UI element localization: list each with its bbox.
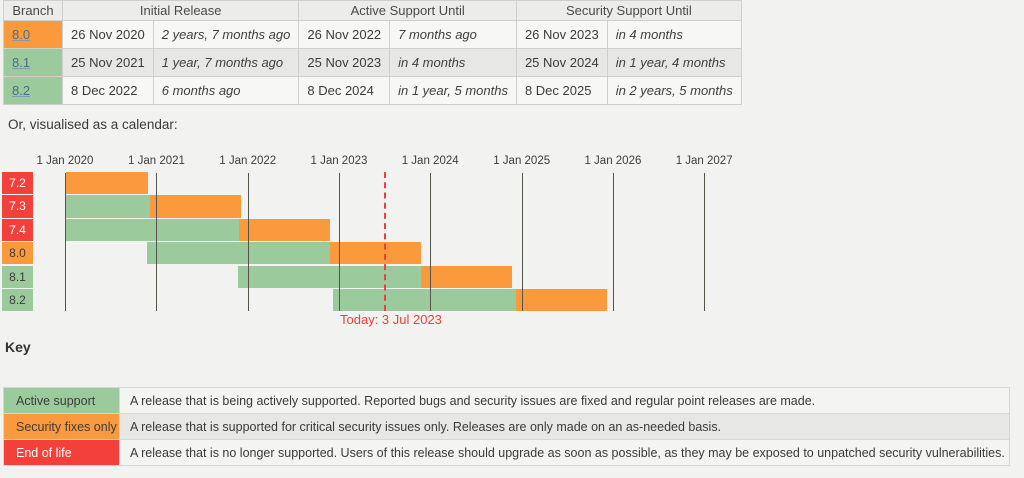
- key-row: Security fixes only A release that is su…: [3, 413, 1010, 440]
- calendar-note: Or, visualised as a calendar:: [8, 117, 178, 132]
- support-table-row: 8.1 25 Nov 2021 1 year, 7 months ago 25 …: [3, 48, 742, 77]
- year-gridline: [247, 173, 249, 311]
- axis-year-label: 1 Jan 2024: [401, 155, 459, 167]
- axis-year-label: 1 Jan 2027: [675, 155, 733, 167]
- key-label-end-of-life: End of life: [3, 439, 120, 466]
- column-header-active-support: Active Support Until: [298, 0, 517, 21]
- year-gridline: [704, 173, 706, 311]
- active-support-date: 25 Nov 2023: [298, 48, 391, 77]
- chart-row-label: 7.4: [2, 218, 33, 241]
- support-bar-security: [65, 172, 149, 195]
- key-description: A release that is being actively support…: [119, 387, 1010, 414]
- year-gridline: [430, 173, 432, 311]
- branch-cell: 8.0: [3, 20, 63, 49]
- column-header-branch: Branch: [3, 0, 63, 21]
- security-support-relative: in 4 months: [606, 20, 742, 49]
- active-support-relative: 7 months ago: [389, 20, 517, 49]
- chart-row-label: 7.3: [2, 195, 33, 218]
- support-bar-active: [332, 289, 516, 312]
- branch-link[interactable]: 8.0: [12, 27, 31, 42]
- branch-link[interactable]: 8.2: [12, 83, 31, 98]
- column-header-security-support: Security Support Until: [515, 0, 742, 21]
- chart-row-label: 8.1: [2, 265, 33, 288]
- axis-year-label: 1 Jan 2025: [493, 155, 551, 167]
- active-support-relative: in 4 months: [389, 48, 517, 77]
- column-header-initial-release: Initial Release: [61, 0, 300, 21]
- axis-year-label: 1 Jan 2020: [36, 155, 94, 167]
- support-bar-active: [65, 195, 150, 218]
- support-bar-security: [239, 218, 331, 241]
- year-gridline: [338, 173, 340, 311]
- initial-release-date: 26 Nov 2020: [62, 20, 154, 49]
- initial-release-date: 25 Nov 2021: [62, 48, 154, 77]
- active-support-date: 26 Nov 2022: [298, 20, 391, 49]
- chart-row-label: 8.0: [2, 242, 33, 265]
- key-heading: Key: [5, 339, 31, 355]
- year-gridline: [65, 173, 66, 311]
- support-bar-active: [238, 265, 421, 288]
- branch-link[interactable]: 8.1: [12, 55, 31, 70]
- initial-release-relative: 6 months ago: [152, 76, 300, 105]
- axis-year-label: 1 Jan 2022: [219, 155, 277, 167]
- axis-year-label: 1 Jan 2023: [310, 155, 368, 167]
- active-support-relative: in 1 year, 5 months: [389, 76, 517, 105]
- support-bar-active: [65, 218, 240, 241]
- security-support-date: 26 Nov 2023: [515, 20, 608, 49]
- security-support-date: 25 Nov 2024: [515, 48, 608, 77]
- initial-release-relative: 1 year, 7 months ago: [152, 48, 300, 77]
- key-description: A release that is supported for critical…: [119, 413, 1010, 440]
- support-bar-security: [149, 195, 242, 218]
- support-table-row: 8.2 8 Dec 2022 6 months ago 8 Dec 2024 i…: [3, 76, 742, 105]
- security-support-relative: in 1 year, 4 months: [606, 48, 742, 77]
- chart-row-label: 8.2: [2, 289, 33, 312]
- active-support-date: 8 Dec 2024: [298, 76, 391, 105]
- key-label-security-fixes: Security fixes only: [3, 413, 120, 440]
- chart-row-label: 7.2: [2, 172, 33, 195]
- support-bar-security: [515, 289, 607, 312]
- key-row: Active support A release that is being a…: [3, 387, 1010, 414]
- key-table: Active support A release that is being a…: [3, 387, 1010, 466]
- year-gridline: [612, 173, 614, 311]
- support-table-header-row: Branch Initial Release Active Support Un…: [3, 0, 742, 21]
- branch-cell: 8.2: [3, 76, 63, 105]
- initial-release-relative: 2 years, 7 months ago: [152, 20, 300, 49]
- today-line: [383, 172, 386, 311]
- axis-year-label: 1 Jan 2026: [584, 155, 642, 167]
- support-table: Branch Initial Release Active Support Un…: [3, 0, 742, 105]
- key-description: A release that is no longer supported. U…: [119, 439, 1010, 466]
- year-gridline: [156, 173, 158, 311]
- key-row: End of life A release that is no longer …: [3, 439, 1010, 466]
- support-bar-security: [420, 265, 513, 288]
- support-table-row: 8.0 26 Nov 2020 2 years, 7 months ago 26…: [3, 20, 742, 49]
- support-bar-active: [147, 242, 330, 265]
- key-label-active-support: Active support: [3, 387, 120, 414]
- branch-cell: 8.1: [3, 48, 63, 77]
- support-bar-security: [329, 242, 422, 265]
- initial-release-date: 8 Dec 2022: [62, 76, 154, 105]
- year-gridline: [521, 173, 523, 311]
- axis-year-label: 1 Jan 2021: [128, 155, 185, 167]
- security-support-relative: in 2 years, 5 months: [606, 76, 742, 105]
- security-support-date: 8 Dec 2025: [515, 76, 608, 105]
- today-label: Today: 3 Jul 2023: [340, 312, 442, 327]
